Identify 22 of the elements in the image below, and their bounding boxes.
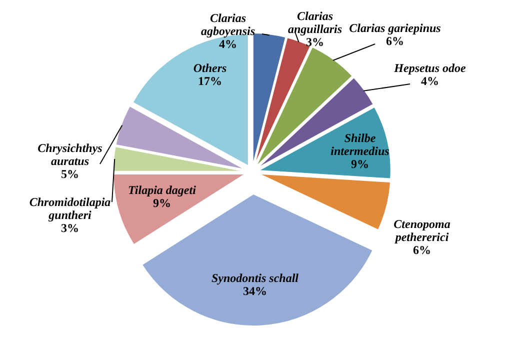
slice-label: Tilapia dageti <box>128 183 197 197</box>
slice-label: Clarias anguillaris <box>288 9 342 36</box>
data-label: 17% <box>198 74 222 88</box>
data-label: 9% <box>351 157 369 171</box>
slice-label: Chrysichthys auratus <box>38 141 103 168</box>
slice-label: Ctenopoma pethererici <box>394 217 450 244</box>
slice-label: Clarias gariepinus <box>349 21 442 35</box>
data-label: 5% <box>61 167 79 181</box>
slice-label: Hepsetus odoe <box>393 61 466 75</box>
slice-label: Chromidotilapia guntheri <box>29 195 111 222</box>
data-label: 9% <box>153 196 171 210</box>
data-label: 34% <box>243 284 267 298</box>
data-label: 6% <box>386 34 404 48</box>
slice-label: Shilbe intermedius <box>330 131 390 158</box>
slice-label: Clarias agboyensis <box>201 11 256 38</box>
slice-label: Others <box>193 61 227 75</box>
data-label: 4% <box>421 74 439 88</box>
data-label: 3% <box>61 221 79 235</box>
slice-label: Synodontis schall <box>211 271 300 285</box>
data-label: 3% <box>306 35 324 49</box>
data-label: 4% <box>219 37 237 51</box>
data-label: 6% <box>413 243 431 257</box>
